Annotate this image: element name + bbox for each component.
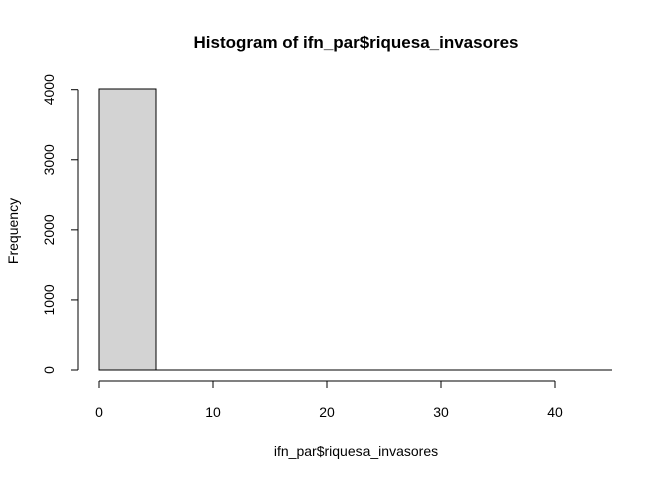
y-axis-label: Frequency	[5, 198, 21, 264]
x-tick-label-2: 20	[319, 404, 335, 420]
x-axis: 0 10 20 30 40	[95, 380, 563, 420]
y-tick-label-3: 3000	[41, 144, 57, 175]
y-tick-label-2: 2000	[41, 214, 57, 245]
x-axis-label: ifn_par$riquesa_invasores	[274, 443, 438, 459]
histogram-bars	[98, 88, 612, 371]
y-tick-label-0: 0	[41, 366, 57, 374]
y-tick-label-4: 4000	[41, 74, 57, 105]
chart-title: Histogram of ifn_par$riquesa_invasores	[193, 33, 518, 52]
y-tick-label-1: 1000	[41, 284, 57, 315]
x-tick-label-4: 40	[547, 404, 563, 420]
x-tick-label-0: 0	[95, 404, 103, 420]
x-tick-label-1: 10	[205, 404, 221, 420]
x-tick-label-3: 30	[433, 404, 449, 420]
y-axis: 0 1000 2000 3000 4000	[41, 74, 79, 374]
histogram-bar-0	[98, 88, 157, 371]
